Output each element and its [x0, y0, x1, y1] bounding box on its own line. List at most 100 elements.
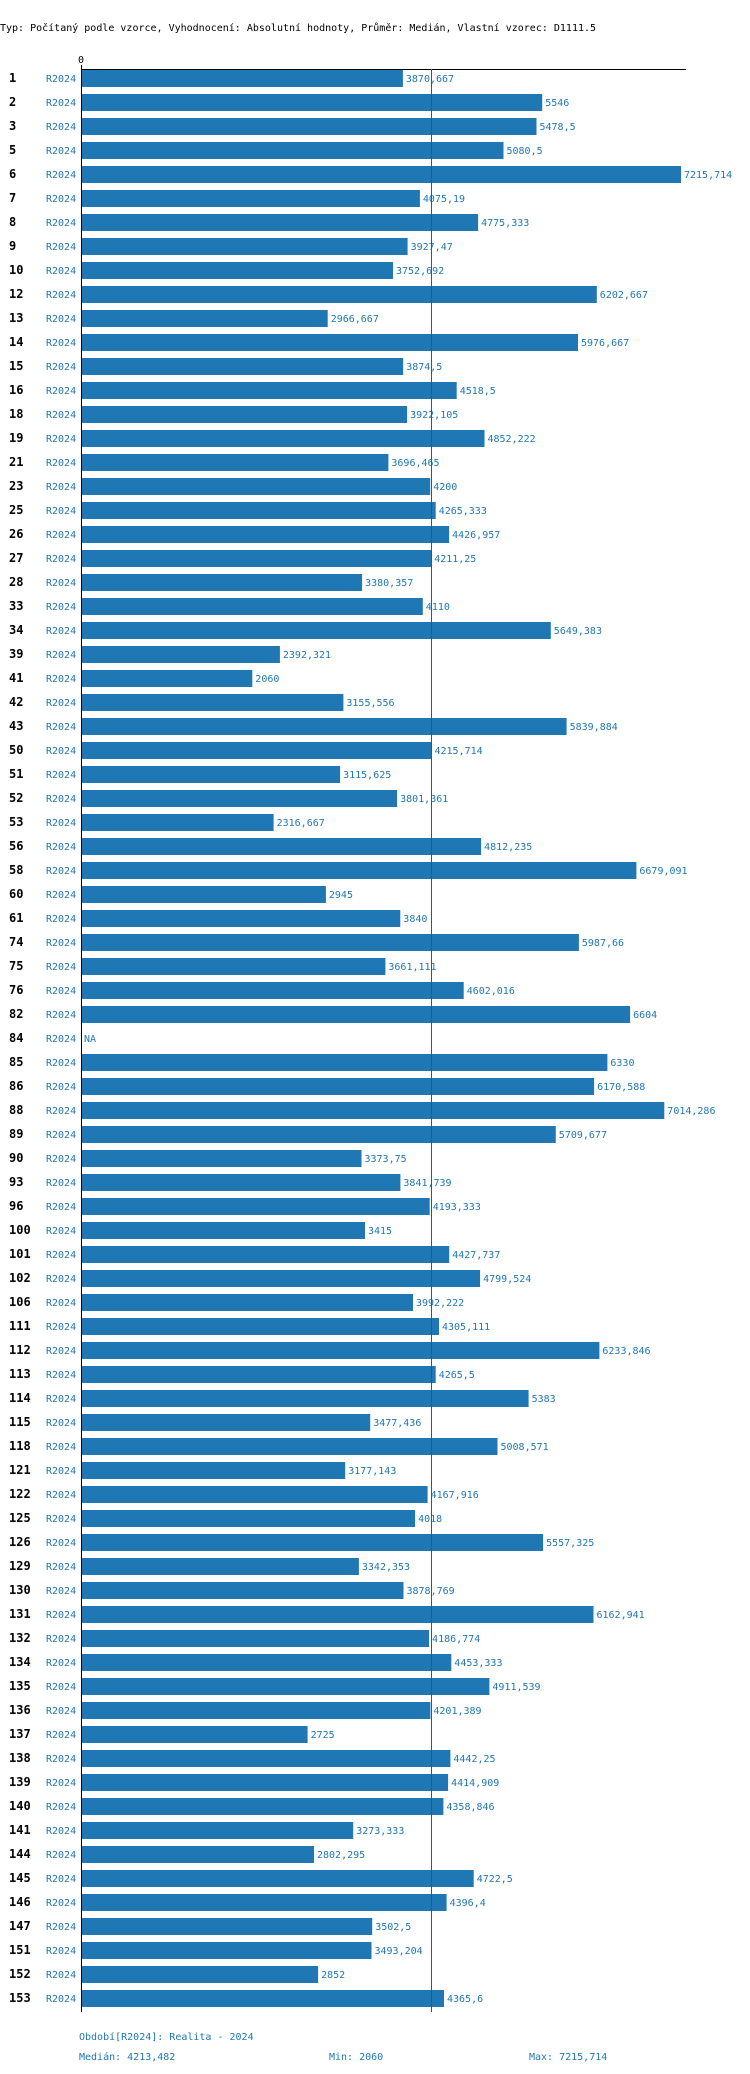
series-label: R2024 [46, 866, 76, 877]
series-label: R2024 [46, 1058, 76, 1069]
row-label: 5 [9, 143, 16, 157]
value-label: 3992,222 [416, 1298, 464, 1309]
row-label: 26 [9, 527, 23, 541]
series-label: R2024 [46, 1466, 76, 1477]
series-label: R2024 [46, 386, 76, 397]
bar-row: 41 R2024 2060 [9, 670, 279, 687]
bar-row: 5 R2024 5080,5 [9, 142, 543, 159]
value-label: 6170,588 [597, 1082, 645, 1093]
row-label: 53 [9, 815, 23, 829]
bar-row: 61 R2024 3840 [9, 910, 427, 927]
value-label: 4602,016 [467, 986, 515, 997]
row-label: 23 [9, 479, 23, 493]
bar-row: 89 R2024 5709,677 [9, 1126, 607, 1143]
bar [81, 1606, 594, 1623]
series-label: R2024 [46, 1346, 76, 1357]
series-label: R2024 [46, 1946, 76, 1957]
bar [81, 1942, 372, 1959]
value-label: 3273,333 [356, 1826, 404, 1837]
bar-row: 96 R2024 4193,333 [9, 1198, 481, 1215]
series-label: R2024 [46, 1970, 76, 1981]
bar [81, 766, 341, 783]
bar [81, 382, 457, 399]
series-label: R2024 [46, 1418, 76, 1429]
bar [81, 1366, 436, 1383]
bar [81, 406, 408, 423]
bar-row: 135 R2024 4911,539 [9, 1678, 541, 1695]
value-label: 3661,111 [388, 962, 436, 973]
bar-row: 101 R2024 4427,737 [9, 1246, 500, 1263]
row-label: 7 [9, 191, 16, 205]
series-label: R2024 [46, 1730, 76, 1741]
row-label: 115 [9, 1415, 31, 1429]
series-label: R2024 [46, 650, 76, 661]
row-label: 14 [9, 335, 23, 349]
bar-row: 146 R2024 4396,4 [9, 1894, 486, 1911]
bar [81, 1870, 474, 1887]
row-label: 147 [9, 1919, 31, 1933]
row-label: 144 [9, 1847, 31, 1861]
bar [81, 958, 386, 975]
value-label: 3155,556 [346, 698, 394, 709]
row-label: 39 [9, 647, 23, 661]
bar [81, 358, 404, 375]
bar-row: 85 R2024 6330 [9, 1054, 634, 1071]
value-label: 3870,667 [406, 74, 454, 85]
bar [81, 1486, 428, 1503]
bar [81, 1198, 430, 1215]
bar-row: 42 R2024 3155,556 [9, 694, 395, 711]
bar [81, 70, 403, 87]
bar [81, 622, 551, 639]
bar [81, 1798, 444, 1815]
row-label: 113 [9, 1367, 31, 1381]
series-label: R2024 [46, 1370, 76, 1381]
series-label: R2024 [46, 890, 76, 901]
row-label: 74 [9, 935, 23, 949]
bar [81, 190, 420, 207]
row-label: 8 [9, 215, 16, 229]
value-label: 5709,677 [559, 1130, 607, 1141]
bar-row: 90 R2024 3373,75 [9, 1150, 407, 1167]
bar-row: 10 R2024 3752,692 [9, 262, 444, 279]
row-label: 61 [9, 911, 23, 925]
bar [81, 574, 363, 591]
bar-row: 28 R2024 3380,357 [9, 574, 413, 591]
series-label: R2024 [46, 1586, 76, 1597]
series-label: R2024 [46, 1490, 76, 1501]
bar-row: 136 R2024 4201,389 [9, 1702, 482, 1719]
series-label: R2024 [46, 1994, 76, 2005]
row-label: 13 [9, 311, 23, 325]
bar [81, 1414, 371, 1431]
bar [81, 886, 326, 903]
row-label: 9 [9, 239, 16, 253]
bar [81, 1750, 451, 1767]
series-label: R2024 [46, 338, 76, 349]
row-label: 82 [9, 1007, 23, 1021]
bar-row: 16 R2024 4518,5 [9, 382, 496, 399]
row-label: 60 [9, 887, 23, 901]
value-label: 4200 [433, 482, 457, 493]
value-label: 6679,091 [639, 866, 687, 877]
series-label: R2024 [46, 842, 76, 853]
row-label: 126 [9, 1535, 31, 1549]
bar [81, 1630, 430, 1647]
value-label: 5008,571 [501, 1442, 549, 1453]
bar-row: 33 R2024 4110 [9, 598, 450, 615]
series-label: R2024 [46, 674, 76, 685]
row-label: 146 [9, 1895, 31, 1909]
bar [81, 1654, 452, 1671]
row-label: 90 [9, 1151, 23, 1165]
value-label: 3115,625 [343, 770, 391, 781]
bar [81, 646, 280, 663]
series-label: R2024 [46, 1826, 76, 1837]
bar [81, 1462, 346, 1479]
bar-row: 58 R2024 6679,091 [9, 862, 688, 879]
bar [81, 982, 464, 999]
series-label: R2024 [46, 986, 76, 997]
bar [81, 1702, 431, 1719]
series-label: R2024 [46, 1394, 76, 1405]
bar-row: 145 R2024 4722,5 [9, 1870, 513, 1887]
bar [81, 502, 436, 519]
bar-row: 2 R2024 5546 [9, 94, 569, 111]
